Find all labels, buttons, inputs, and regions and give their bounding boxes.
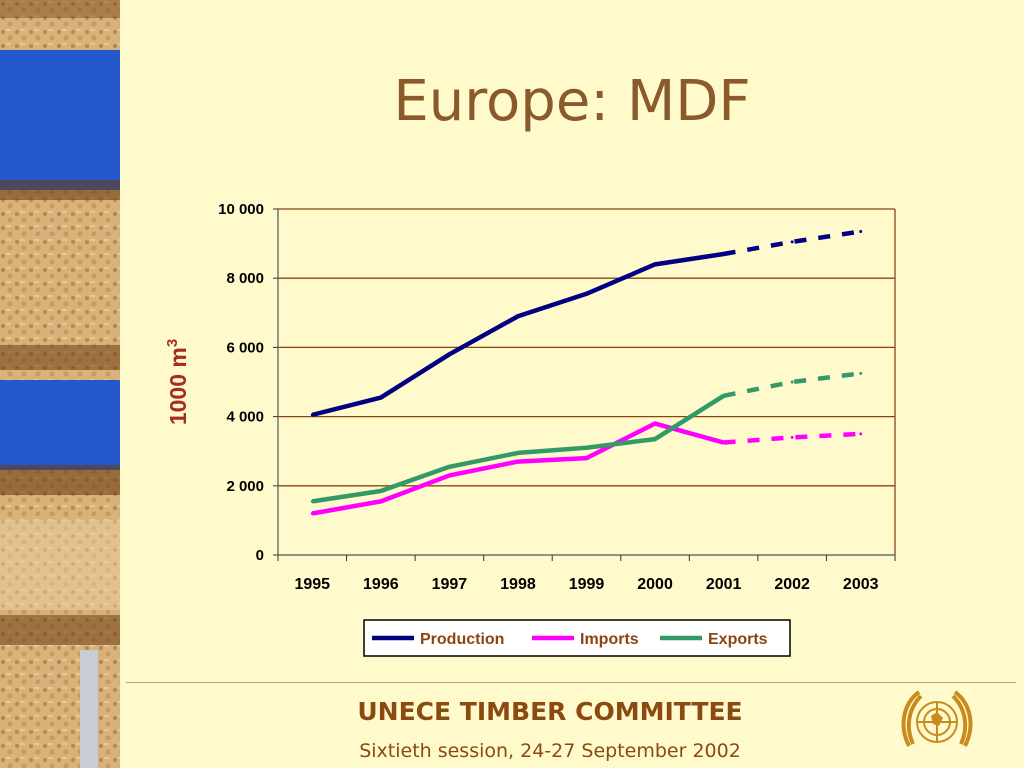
data-point-exports: [859, 371, 863, 375]
data-point-exports: [653, 437, 657, 441]
data-point-imports: [516, 460, 520, 464]
y-tick-label: 6 000: [226, 339, 264, 356]
y-tick-label: 8 000: [226, 270, 264, 287]
data-point-exports: [516, 451, 520, 455]
mdf-line-chart: 0 2 000 4 000 6 000 8 000 10 000 1995 1996 1997 1…: [164, 201, 896, 657]
data-point-exports: [722, 394, 726, 398]
y-axis-label: 1000 m3: [164, 339, 191, 425]
legend-box: [363, 619, 791, 657]
y-tick-label: 0: [256, 547, 264, 564]
data-point-exports: [379, 489, 383, 493]
data-point-imports: [585, 456, 588, 460]
y-tick-label: 4 000: [226, 409, 264, 426]
x-tick-label: 1995: [294, 576, 330, 593]
data-point-imports: [859, 432, 863, 436]
data-point-production: [447, 352, 451, 356]
data-point-imports: [310, 511, 314, 515]
x-tick-label: 1996: [363, 576, 399, 593]
data-point-imports: [722, 441, 726, 445]
x-tick-label: 2000: [637, 576, 673, 593]
legend-label-exports: Exports: [708, 631, 768, 648]
x-tick-label: 2003: [843, 576, 879, 593]
data-point-imports: [653, 422, 657, 426]
data-point-exports: [447, 465, 451, 469]
un-emblem-icon: [901, 690, 973, 747]
data-point-exports: [310, 499, 314, 503]
x-tick-label: 2001: [706, 576, 742, 593]
x-tick-label: 2002: [774, 576, 810, 593]
footer-divider: [126, 682, 1016, 683]
data-point-production: [722, 252, 726, 256]
data-point-production: [516, 314, 520, 318]
x-tick-label: 1999: [569, 576, 605, 593]
data-point-exports: [585, 446, 588, 450]
data-point-imports: [790, 435, 794, 439]
data-point-imports: [379, 499, 383, 503]
data-point-production: [310, 413, 314, 417]
data-point-production: [790, 240, 794, 244]
x-tick-label: 1998: [500, 576, 536, 593]
data-point-production: [859, 229, 863, 233]
footer-organization: UNECE TIMBER COMMITTEE: [357, 697, 743, 726]
x-tick-label: 1997: [432, 576, 468, 593]
wood-panel-photo: [0, 0, 120, 768]
data-point-exports: [790, 380, 794, 384]
footer-session: Sixtieth session, 24-27 September 2002: [359, 740, 741, 762]
slide-title: Europe: MDF: [393, 69, 751, 134]
data-point-production: [379, 396, 383, 400]
y-tick-label: 10 000: [218, 201, 264, 218]
y-tick-label: 2 000: [226, 478, 264, 495]
legend-label-production: Production: [420, 631, 504, 648]
legend-label-imports: Imports: [580, 631, 639, 648]
series-forecast-exports: [723, 371, 862, 399]
data-point-imports: [447, 473, 451, 477]
data-point-production: [585, 292, 588, 296]
data-point-production: [653, 262, 657, 266]
